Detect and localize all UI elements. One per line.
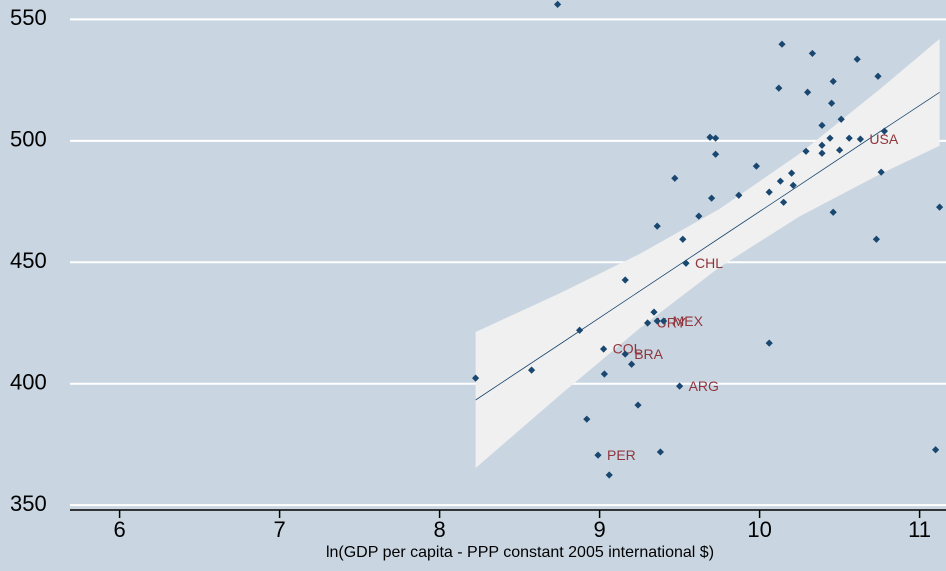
point [788,169,796,177]
point [776,177,784,185]
point [802,147,810,155]
point [712,150,720,158]
point-label: USA [869,131,898,147]
point [775,84,783,92]
point [708,194,716,202]
point [829,208,837,216]
point [829,77,837,85]
point [653,222,661,230]
point [837,115,845,123]
point [856,135,864,143]
point [765,339,773,347]
point-label: ARG [689,378,719,394]
point [576,326,584,334]
x-tick-label: 7 [273,517,285,542]
y-tick-label: 500 [10,127,47,152]
point [605,471,613,479]
point [583,415,591,423]
point [644,319,652,327]
point [650,308,658,316]
x-tick-label: 8 [433,517,445,542]
point [789,181,797,189]
point [872,235,880,243]
point [818,121,826,129]
point [804,88,812,96]
point [653,317,661,325]
y-tick-label: 350 [10,491,47,516]
point [472,374,480,382]
point [528,366,536,374]
point [660,317,668,325]
point [656,448,664,456]
point [712,134,720,142]
point [752,162,760,170]
y-tick-label: 550 [10,5,47,30]
point [877,168,885,176]
point [932,446,940,454]
x-tick-label: 10 [747,517,771,542]
point [600,345,608,353]
point [735,191,743,199]
point [682,259,690,267]
x-tick-label: 11 [908,517,931,542]
point [818,149,826,157]
point [808,49,816,58]
point [826,134,834,142]
point [853,55,861,63]
point [880,127,888,135]
point [634,401,642,409]
point-label: BRA [634,346,663,362]
point [676,382,684,390]
point-label: COL [613,341,642,357]
point [778,40,786,48]
y-tick-label: 450 [10,248,47,273]
point [780,198,788,206]
point [765,188,773,196]
point [874,72,882,80]
point [621,350,629,358]
point [818,141,826,149]
point [628,360,636,368]
point-label: PER [607,447,636,463]
point [554,0,562,8]
point [845,134,853,142]
point [621,276,629,284]
y-tick-label: 400 [10,370,47,395]
x-tick-label: 9 [593,517,605,542]
point [679,235,687,243]
point [600,370,608,378]
point-label: CHL [695,255,723,271]
confidence-band [475,38,940,468]
x-tick-label: 6 [113,517,125,542]
point [671,174,679,182]
point-label: MEX [673,313,704,329]
fit-line [475,91,940,401]
point [836,146,844,154]
point [594,451,602,459]
point [695,212,703,220]
point [706,133,714,141]
point [828,99,836,107]
point [936,203,944,211]
x-axis-title: ln(GDP per capita - PPP constant 2005 in… [326,544,714,561]
